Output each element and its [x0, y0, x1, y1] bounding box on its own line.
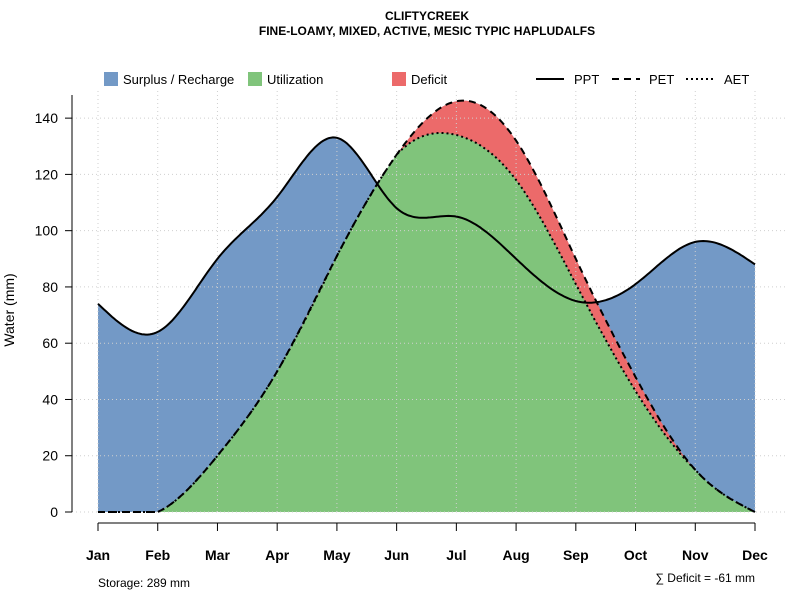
legend-label-pet: PET [649, 72, 674, 87]
chart-title: CLIFTYCREEK [385, 9, 469, 23]
x-tick-label: May [323, 547, 350, 563]
y-tick-label: 120 [35, 166, 59, 182]
x-tick-label: Nov [682, 547, 709, 563]
y-tick-label: 140 [35, 110, 59, 126]
x-tick-label: Mar [205, 547, 230, 563]
legend: Surplus / Recharge Utilization Deficit P… [104, 72, 749, 87]
x-tick-label: Jan [86, 547, 110, 563]
y-tick-label: 100 [35, 223, 59, 239]
series-line-ppt [97, 136, 756, 336]
utilization-area [98, 132, 755, 512]
x-tick-label: Apr [265, 547, 290, 563]
legend-label-ppt: PPT [574, 72, 599, 87]
y-axis-label: Water (mm) [1, 273, 17, 346]
x-tick-label: Jun [384, 547, 409, 563]
series-line-aet [98, 131, 756, 513]
legend-swatch-deficit [392, 72, 406, 86]
chart-subtitle: FINE-LOAMY, MIXED, ACTIVE, MESIC TYPIC H… [259, 24, 595, 38]
y-tick-label: 0 [50, 504, 58, 520]
legend-label-deficit: Deficit [411, 72, 448, 87]
y-tick-label: 60 [42, 335, 58, 351]
deficit-note: ∑ Deficit = -61 mm [655, 571, 755, 585]
legend-swatch-utilization [248, 72, 262, 86]
plot-area: 0 20 40 60 80 100 120 140 Jan Feb Mar Apr May Jun Jul A… [35, 90, 785, 563]
y-tick-label: 20 [42, 448, 58, 464]
storage-note: Storage: 289 mm [98, 576, 190, 590]
legend-label-utilization: Utilization [267, 72, 323, 87]
x-tick-label: Dec [742, 547, 768, 563]
y-tick-label: 80 [42, 279, 58, 295]
legend-label-aet: AET [724, 72, 749, 87]
legend-swatch-surplus [104, 72, 118, 86]
x-tick-label: Aug [502, 547, 529, 563]
x-tick-label: Jul [446, 547, 466, 563]
x-tick-label: Sep [563, 547, 589, 563]
x-tick-label: Feb [145, 547, 170, 563]
legend-label-surplus: Surplus / Recharge [123, 72, 234, 87]
x-tick-label: Oct [624, 547, 648, 563]
y-tick-label: 40 [42, 391, 58, 407]
